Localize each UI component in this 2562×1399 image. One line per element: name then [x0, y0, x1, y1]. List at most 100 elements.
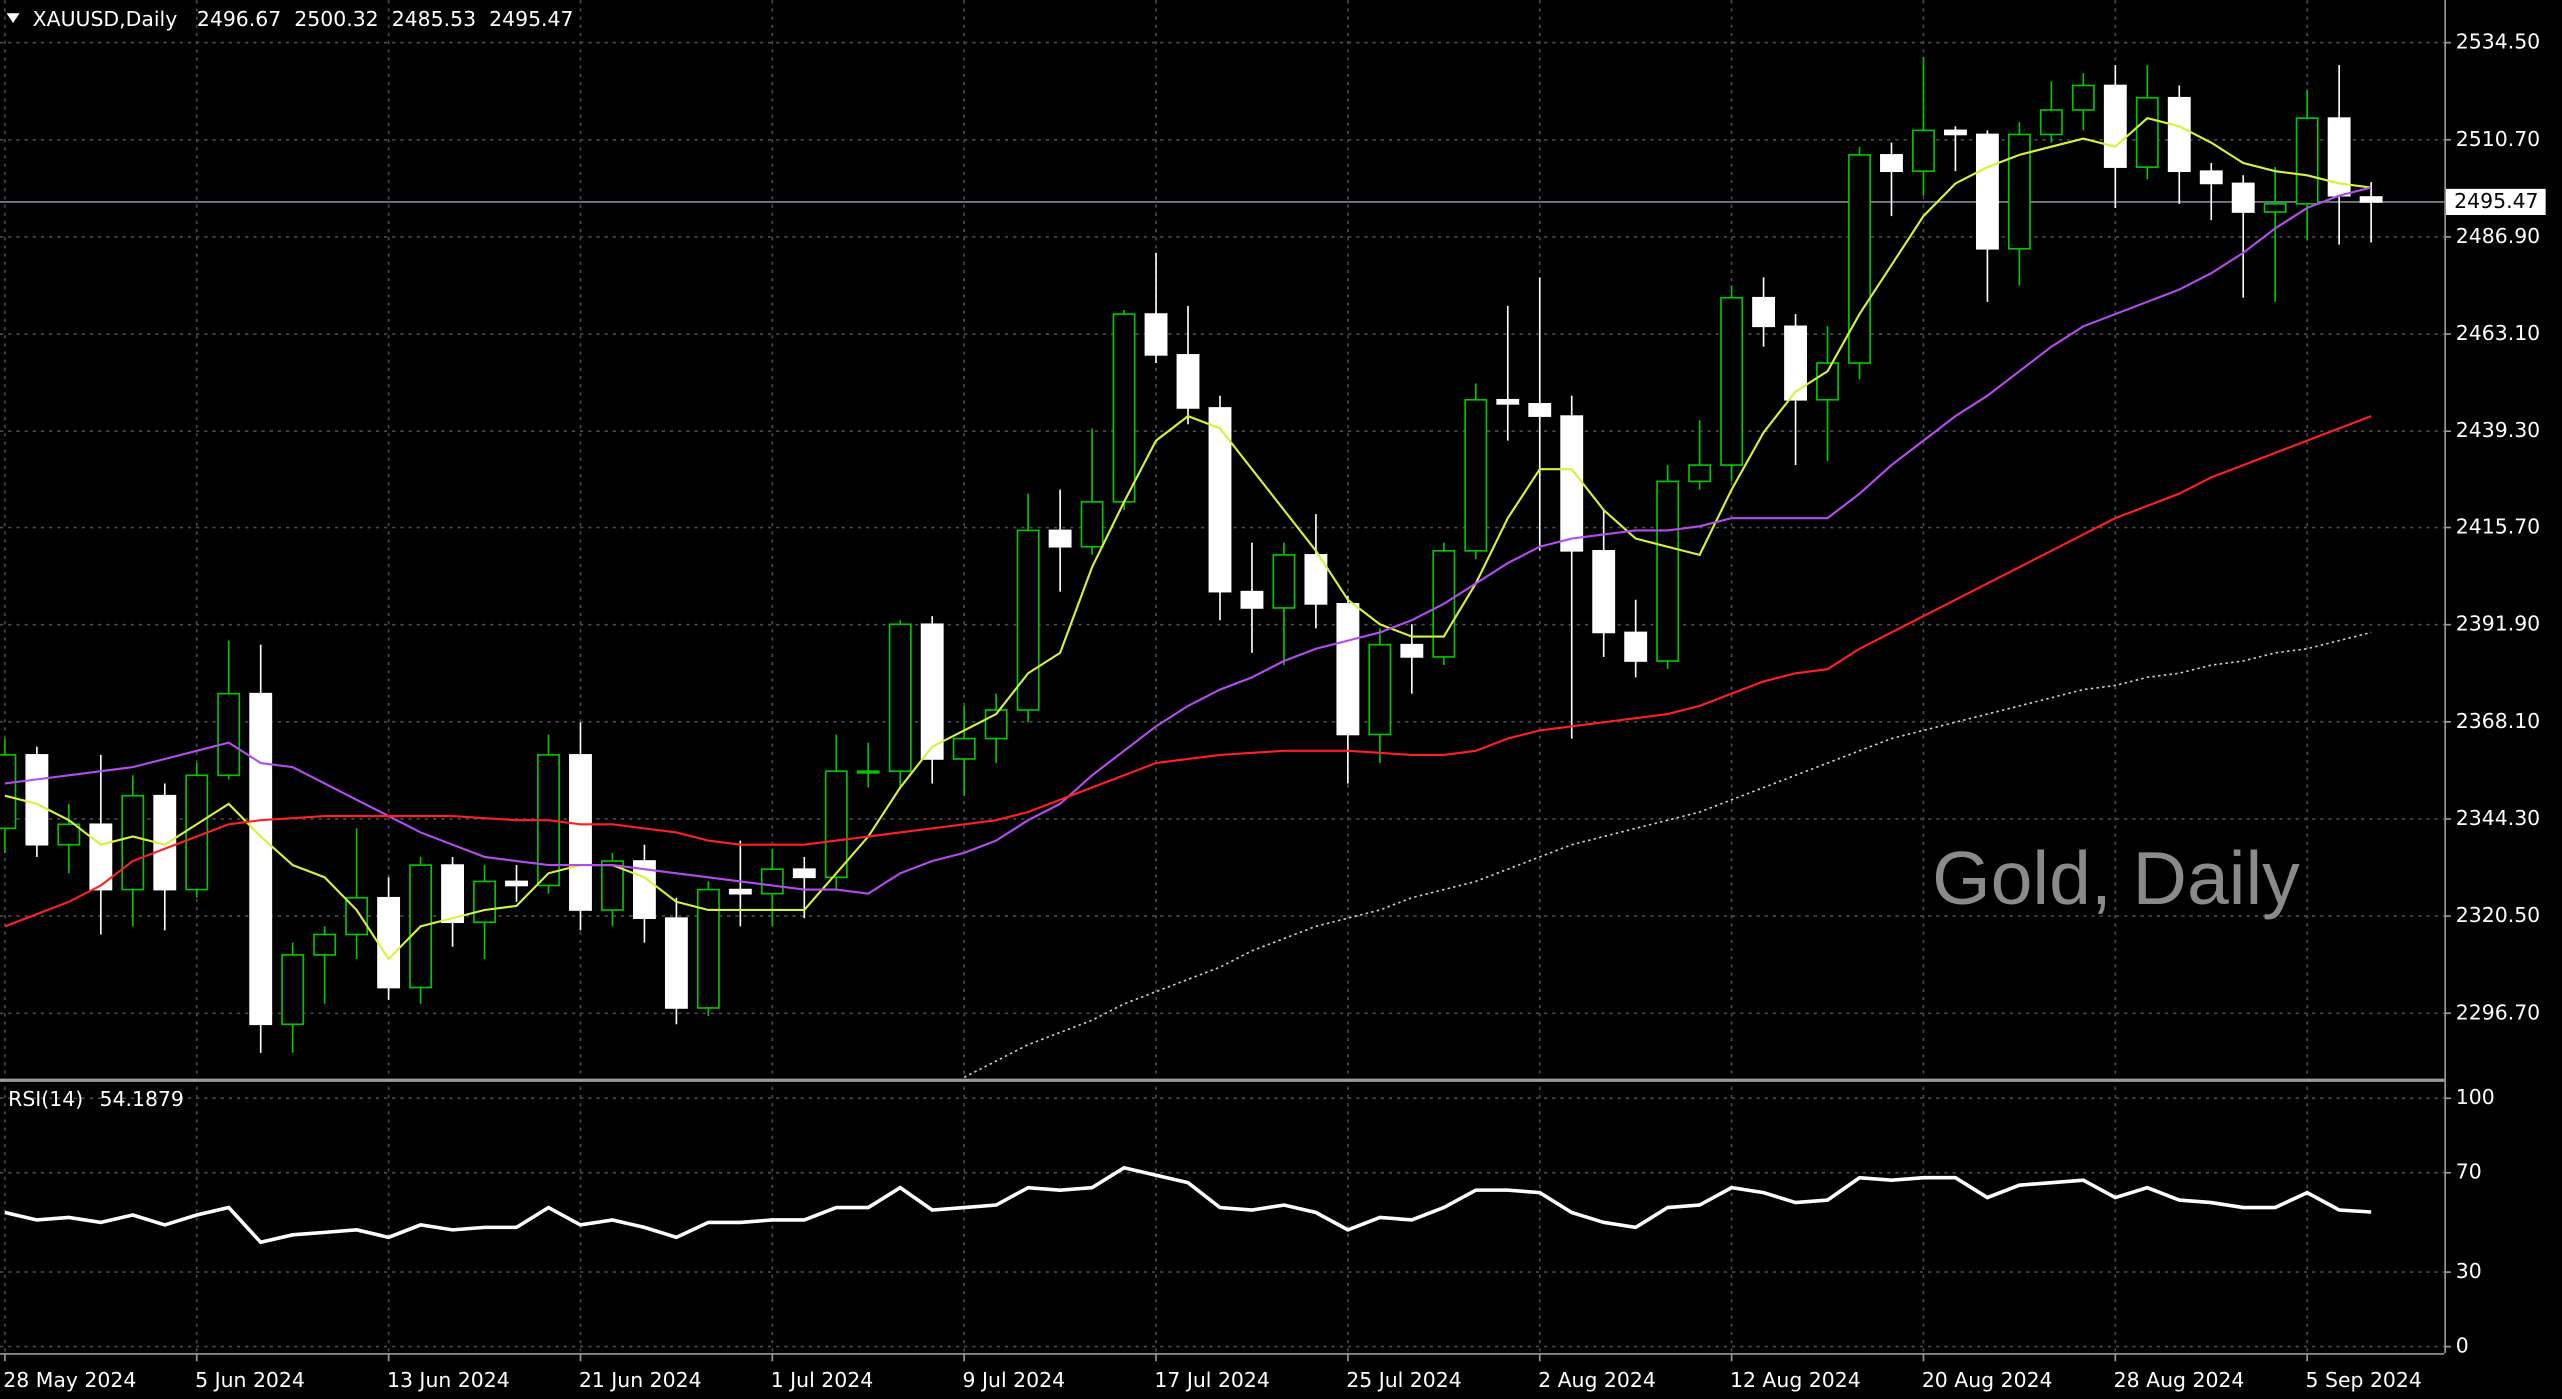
y-tick-label: 2320.50 [2456, 903, 2540, 927]
header-close: 2495.47 [489, 7, 573, 31]
rsi-last-value: 54.1879 [100, 1087, 184, 1111]
y-tick-label: 2510.70 [2456, 127, 2540, 151]
candle-body [1784, 325, 1807, 401]
candle-body [728, 888, 752, 895]
candle-body [1304, 554, 1328, 605]
candle-body [1688, 464, 1712, 483]
y-tick-label: 30 [2456, 1259, 2482, 1283]
candle-body [25, 754, 49, 846]
rsi-title: RSI(14) [8, 1087, 83, 1111]
candle-body [1528, 403, 1552, 417]
candle-body [1016, 529, 1040, 711]
candle-body [1400, 643, 1424, 658]
candle-body [1592, 549, 1616, 634]
y-tick-label: 70 [2456, 1160, 2482, 1184]
candle-body [2359, 196, 2383, 203]
candle-body [1752, 296, 1776, 328]
symbol-title: XAUUSD,Daily [33, 7, 178, 31]
y-tick-label: 2439.30 [2456, 418, 2540, 442]
candle-body [2199, 170, 2223, 185]
candle-body [1464, 398, 1488, 552]
x-tick-label: 28 Aug 2024 [2114, 1368, 2245, 1392]
line-series [4, 415, 2372, 928]
candle-body [1656, 480, 1680, 662]
rsi-panel [4, 1165, 2372, 1245]
candle-body [377, 896, 401, 989]
chart-header: XAUUSD,Daily 2496.67 2500.32 2485.53 249… [33, 7, 574, 31]
y-tick-label: 2368.10 [2456, 709, 2540, 733]
candle-body [2231, 182, 2255, 213]
x-tick-label: 2 Aug 2024 [1538, 1368, 1656, 1392]
y-tick-label: 2415.70 [2456, 515, 2540, 539]
x-tick-label: 17 Jul 2024 [1154, 1368, 1270, 1392]
candle-body [664, 917, 688, 1009]
candle-body [1112, 313, 1136, 503]
y-tick-label: 2344.30 [2456, 806, 2540, 830]
candle-body [1975, 133, 1999, 250]
line-series [963, 631, 2372, 1079]
candle-body [601, 860, 624, 911]
candle-body [121, 794, 145, 891]
candle-body [856, 770, 880, 774]
candle-body [1848, 154, 1871, 364]
y-tick-label: 100 [2456, 1085, 2495, 1109]
y-tick-label: 0 [2456, 1334, 2469, 1358]
x-tick-label: 5 Jun 2024 [195, 1368, 305, 1392]
candle-body [760, 868, 784, 895]
header-low: 2485.53 [392, 7, 476, 31]
candle-body [1176, 354, 1200, 409]
line-series [4, 1165, 2372, 1245]
candle-body [1720, 296, 1744, 466]
line-series [4, 116, 2372, 961]
candle-body [345, 896, 369, 936]
candle-body [2071, 84, 2095, 111]
candle-body [1048, 529, 1072, 548]
candle-body [1368, 643, 1392, 736]
candle-body [2039, 109, 2063, 136]
candle-body [217, 692, 241, 777]
candle-body [2295, 117, 2319, 205]
candle-body [1144, 313, 1168, 356]
x-tick-label: 13 Jun 2024 [387, 1368, 510, 1392]
x-tick-label: 9 Jul 2024 [963, 1368, 1066, 1392]
candle-body [2135, 96, 2159, 168]
candle-body [1560, 415, 1584, 552]
x-tick-label: 20 Aug 2024 [1922, 1368, 2053, 1392]
candle-body [2263, 203, 2287, 213]
rsi-header: RSI(14) 54.1879 [8, 1087, 184, 1111]
candle-body [249, 692, 273, 1026]
y-tick-label: 2296.70 [2456, 1000, 2540, 1024]
candle-body [57, 823, 81, 846]
candle-body [696, 888, 720, 1009]
candle-body [0, 754, 17, 830]
candle-body [1272, 554, 1296, 609]
watermark: Gold, Daily [1932, 836, 2300, 920]
candle-body [1240, 590, 1264, 609]
candle-body [2103, 84, 2127, 168]
header-open: 2496.67 [197, 7, 281, 31]
x-tick-label: 21 Jun 2024 [579, 1368, 702, 1392]
candle-body [569, 754, 592, 911]
candle-body [2167, 96, 2191, 173]
candle-body [1208, 407, 1232, 593]
dropdown-icon[interactable] [6, 13, 20, 24]
current-price-label: 2495.47 [2454, 189, 2538, 213]
candle-body [888, 623, 912, 773]
candle-body [473, 880, 496, 924]
candle-body [1336, 603, 1360, 736]
candle-body [281, 954, 305, 1026]
x-tick-label: 5 Sep 2024 [2306, 1368, 2422, 1392]
x-tick-label: 1 Jul 2024 [771, 1368, 874, 1392]
x-tick-label: 25 Jul 2024 [1346, 1368, 1462, 1392]
header-high: 2500.32 [294, 7, 378, 31]
y-tick-label: 2391.90 [2456, 612, 2540, 636]
x-tick-label: 12 Aug 2024 [1730, 1368, 1861, 1392]
candle-body [952, 737, 976, 760]
candle-body [505, 880, 528, 887]
y-tick-label: 2534.50 [2456, 30, 2540, 54]
candle-body [920, 623, 944, 760]
candle-body [1816, 362, 1839, 401]
line-series [4, 186, 2372, 895]
